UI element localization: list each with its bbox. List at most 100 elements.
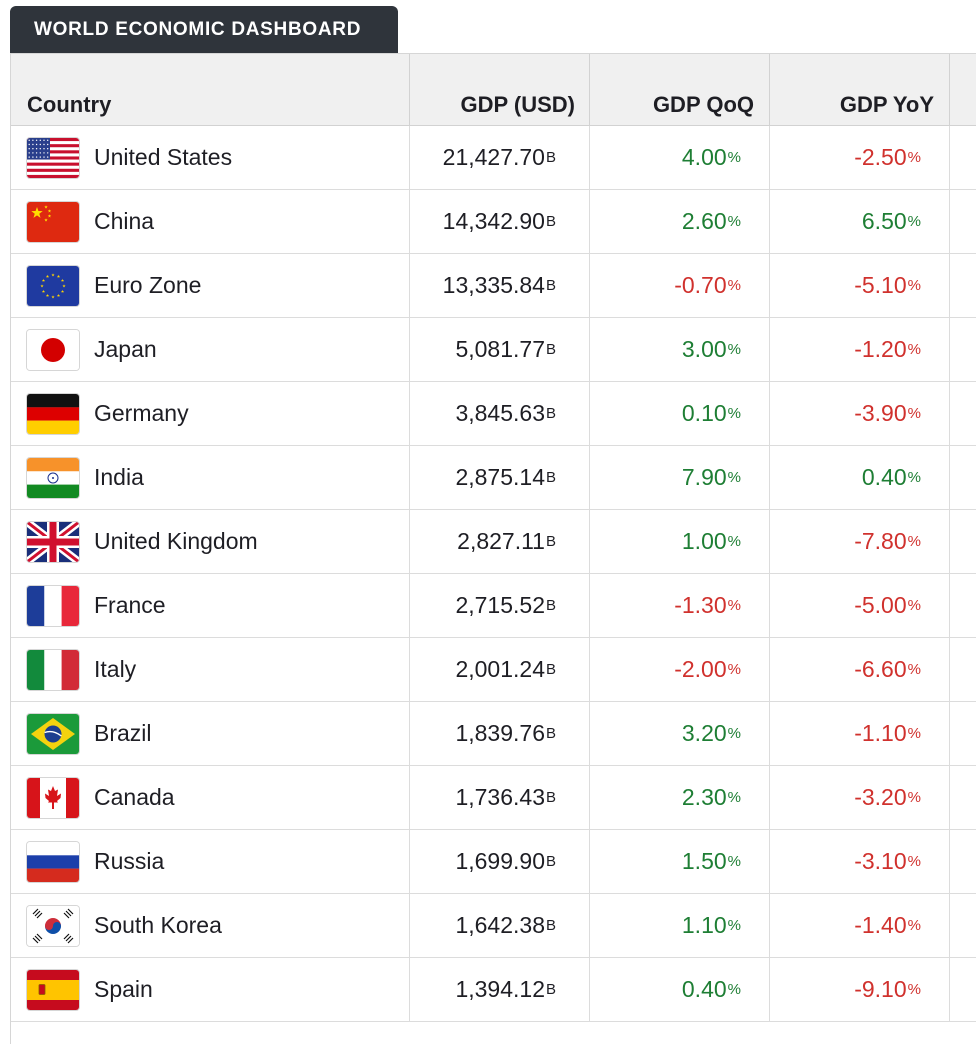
gdp-yoy-cell: 0.40% (770, 446, 950, 509)
table-row[interactable]: France 2,715.52 B -1.30% -5.00% (11, 574, 976, 638)
table-row[interactable]: China 14,342.90 B 2.60% 6.50% (11, 190, 976, 254)
table-row[interactable]: Canada 1,736.43 B 2.30% -3.20% (11, 766, 976, 830)
gdp-yoy-cell: -3.20% (770, 766, 950, 829)
economic-data-table: Country GDP (USD) GDP QoQ GDP YoY United… (10, 53, 976, 1044)
table-row[interactable]: Italy 2,001.24 B -2.00% -6.60% (11, 638, 976, 702)
italy-flag-icon (27, 649, 79, 690)
percent-unit: % (727, 981, 741, 998)
gdp-yoy-cell: -2.50% (770, 126, 950, 189)
gdp-yoy-cell: -5.10% (770, 254, 950, 317)
table-row[interactable]: Germany 3,845.63 B 0.10% -3.90% (11, 382, 976, 446)
gdp-yoy-value: 0.40 (861, 464, 907, 490)
table-row[interactable]: Brazil 1,839.76 B 3.20% -1.10% (11, 702, 976, 766)
gdp-yoy-value: -6.60 (854, 656, 907, 682)
gdp-cell: 2,001.24 B (410, 638, 590, 701)
percent-unit: % (727, 405, 741, 422)
gdp-unit: B (545, 789, 556, 806)
percent-unit: % (907, 661, 921, 678)
gdp-yoy-cell: -1.10% (770, 702, 950, 765)
uk-flag-icon (27, 521, 79, 562)
gdp-value: 2,875.14 (455, 464, 545, 490)
percent-unit: % (727, 853, 741, 870)
extra-cell (950, 254, 976, 317)
country-name: United States (94, 144, 233, 170)
country-cell: China (11, 190, 410, 253)
percent-unit: % (907, 597, 921, 614)
gdp-cell: 2,715.52 B (410, 574, 590, 637)
percent-unit: % (727, 597, 741, 614)
percent-unit: % (907, 853, 921, 870)
gdp-qoq-cell: 0.10% (590, 382, 770, 445)
gdp-value: 1,699.90 (455, 848, 545, 874)
gdp-yoy-value: -3.10 (854, 848, 907, 874)
eu-flag-icon (27, 265, 79, 306)
dashboard-title-tab[interactable]: WORLD ECONOMIC DASHBOARD (10, 6, 398, 54)
gdp-qoq-value: 1.10 (681, 912, 727, 938)
gdp-cell: 13,335.84 B (410, 254, 590, 317)
table-row[interactable]: Euro Zone 13,335.84 B -0.70% -5.10% (11, 254, 976, 318)
column-header-gdp[interactable]: GDP (USD) (410, 54, 590, 125)
india-flag-icon (27, 457, 79, 498)
gdp-yoy-value: -2.50 (854, 144, 907, 170)
country-name: France (94, 592, 166, 618)
extra-cell (950, 126, 976, 189)
percent-unit: % (907, 405, 921, 422)
gdp-qoq-value: 2.60 (681, 208, 727, 234)
table-row[interactable]: Russia 1,699.90 B 1.50% -3.10% (11, 830, 976, 894)
percent-unit: % (727, 277, 741, 294)
gdp-yoy-cell: -9.10% (770, 958, 950, 1021)
percent-unit: % (907, 725, 921, 742)
table-row[interactable]: United States 21,427.70 B 4.00% -2.50% (11, 126, 976, 190)
gdp-unit: B (545, 405, 556, 422)
gdp-unit: B (545, 597, 556, 614)
gdp-yoy-value: -1.10 (854, 720, 907, 746)
gdp-cell: 3,845.63 B (410, 382, 590, 445)
gdp-value: 5,081.77 (455, 336, 545, 362)
table-row[interactable]: Japan 5,081.77 B 3.00% -1.20% (11, 318, 976, 382)
gdp-yoy-cell: -3.90% (770, 382, 950, 445)
gdp-cell: 21,427.70 B (410, 126, 590, 189)
gdp-qoq-cell: -1.30% (590, 574, 770, 637)
gdp-unit: B (545, 149, 556, 166)
gdp-value: 21,427.70 (442, 144, 545, 170)
gdp-value: 2,001.24 (455, 656, 545, 682)
country-name: Japan (94, 336, 157, 362)
gdp-cell: 2,875.14 B (410, 446, 590, 509)
percent-unit: % (727, 341, 741, 358)
gdp-qoq-cell: 7.90% (590, 446, 770, 509)
gdp-qoq-cell: 1.00% (590, 510, 770, 573)
table-row[interactable]: India 2,875.14 B 7.90% 0.40% (11, 446, 976, 510)
japan-flag-icon (27, 329, 79, 370)
gdp-yoy-cell: -6.60% (770, 638, 950, 701)
column-header-gdp-qoq[interactable]: GDP QoQ (590, 54, 770, 125)
column-header-country[interactable]: Country (11, 54, 410, 125)
column-header-gdp-yoy[interactable]: GDP YoY (770, 54, 950, 125)
gdp-yoy-cell: -3.10% (770, 830, 950, 893)
gdp-value: 2,827.11 (457, 528, 545, 554)
percent-unit: % (727, 533, 741, 550)
country-name: Brazil (94, 720, 152, 746)
column-header-extra (950, 54, 976, 125)
table-row[interactable]: Spain 1,394.12 B 0.40% -9.10% (11, 958, 976, 1022)
percent-unit: % (907, 277, 921, 294)
percent-unit: % (907, 341, 921, 358)
gdp-qoq-value: 0.10 (681, 400, 727, 426)
gdp-value: 14,342.90 (442, 208, 545, 234)
country-name: Italy (94, 656, 137, 682)
table-row[interactable]: United Kingdom 2,827.11 B 1.00% -7.80% (11, 510, 976, 574)
country-cell: Russia (11, 830, 410, 893)
gdp-value: 1,839.76 (455, 720, 545, 746)
gdp-qoq-cell: 2.30% (590, 766, 770, 829)
gdp-cell: 1,642.38 B (410, 894, 590, 957)
gdp-value: 13,335.84 (442, 272, 545, 298)
gdp-qoq-cell: 4.00% (590, 126, 770, 189)
country-cell: India (11, 446, 410, 509)
table-body: United States 21,427.70 B 4.00% -2.50% China 1… (11, 126, 976, 1022)
gdp-yoy-cell: -1.40% (770, 894, 950, 957)
gdp-qoq-value: 3.00 (681, 336, 727, 362)
table-row[interactable]: South Korea 1,642.38 B 1.10% -1.40% (11, 894, 976, 958)
country-name: Canada (94, 784, 175, 810)
country-cell: United Kingdom (11, 510, 410, 573)
gdp-qoq-cell: 3.00% (590, 318, 770, 381)
country-cell: Germany (11, 382, 410, 445)
